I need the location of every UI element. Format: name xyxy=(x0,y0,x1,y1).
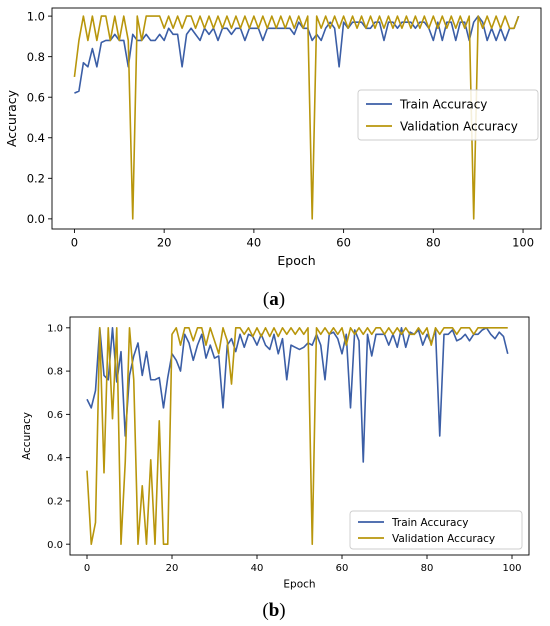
y-tick-label: 0.4 xyxy=(27,131,45,145)
x-tick-label: 0 xyxy=(84,563,90,574)
series-line-train xyxy=(74,15,520,94)
y-tick-label: 0.0 xyxy=(47,540,63,551)
series-line-train xyxy=(86,327,509,463)
y-tick-label: 0.6 xyxy=(27,90,45,104)
x-tick-label: 0 xyxy=(71,236,78,250)
x-tick-label: 40 xyxy=(247,236,262,250)
plot-frame xyxy=(51,7,542,230)
x-axis-label: Epoch xyxy=(283,579,315,591)
legend-label: Train Accuracy xyxy=(399,97,487,111)
x-tick-label: 20 xyxy=(166,563,179,574)
legend-label: Validation Accuracy xyxy=(400,119,518,133)
y-tick-label: 0.8 xyxy=(27,50,45,64)
y-tick-label: 0.2 xyxy=(47,497,63,508)
legend-label: Train Accuracy xyxy=(391,517,468,529)
y-tick-label: 0.8 xyxy=(47,367,63,378)
series-line-validation xyxy=(86,327,508,545)
x-axis-label: Epoch xyxy=(277,253,315,268)
chart-a: 0 20 40 60 80 100 0.0 0.2 0.4 0.6 0.8 1.0 Epoch Accur… xyxy=(4,7,542,268)
y-tick-label: 0.6 xyxy=(47,410,63,421)
x-tick-label: 40 xyxy=(251,563,264,574)
x-tick-label: 60 xyxy=(336,563,349,574)
x-tick-label: 100 xyxy=(512,236,534,250)
panel-label-a: (a) xyxy=(263,289,285,310)
legend-label: Validation Accuracy xyxy=(392,533,495,545)
legend-box xyxy=(357,89,539,141)
x-tick-label: 60 xyxy=(336,236,351,250)
y-tick-label: 0.4 xyxy=(47,453,63,464)
y-axis-label: Accuracy xyxy=(4,89,19,147)
x-tick-label: 80 xyxy=(421,563,434,574)
legend-box xyxy=(349,510,523,550)
x-tick-label: 80 xyxy=(426,236,441,250)
x-tick-label: 20 xyxy=(157,236,172,250)
y-tick-label: 0.0 xyxy=(27,212,45,226)
panel-label-b: (b) xyxy=(262,600,285,621)
series-line-validation xyxy=(73,15,520,220)
y-axis-label: Accuracy xyxy=(21,412,33,460)
plot-frame xyxy=(69,316,530,556)
y-tick-label: 1.0 xyxy=(27,9,45,23)
chart-b: 0 20 40 60 80 100 0.0 0.2 0.4 0.6 0.8 1.0 Epoch Accur… xyxy=(21,316,530,591)
x-tick-label: 100 xyxy=(502,563,521,574)
y-tick-label: 1.0 xyxy=(47,323,63,334)
y-tick-label: 0.2 xyxy=(27,171,45,185)
